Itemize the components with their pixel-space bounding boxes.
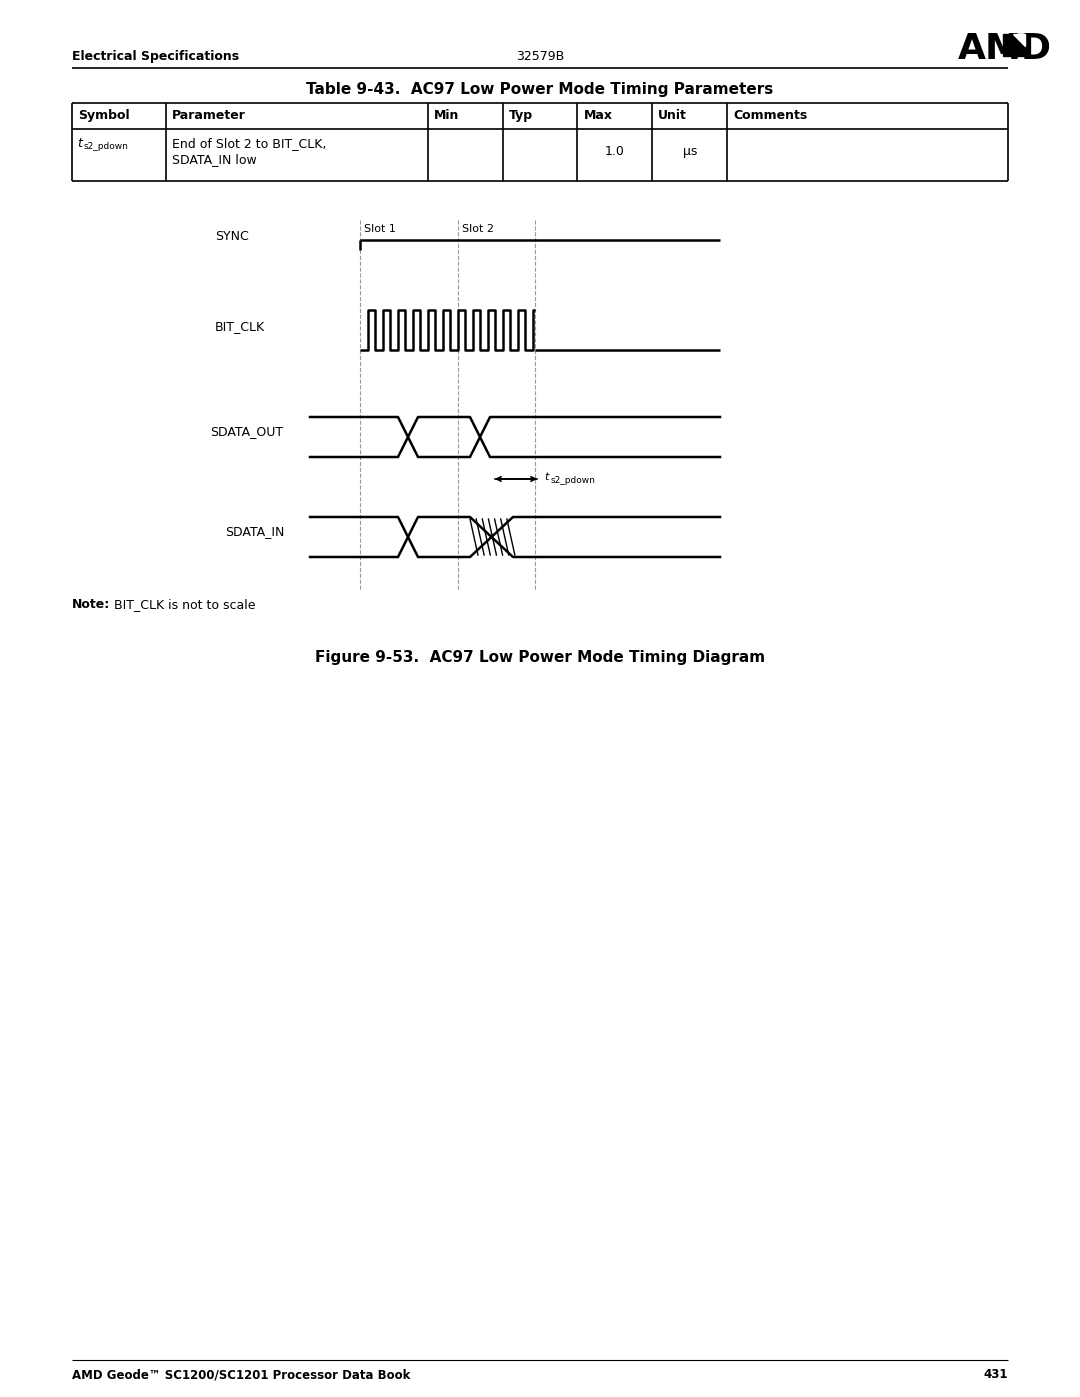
Polygon shape xyxy=(1013,34,1025,46)
Text: Min: Min xyxy=(434,109,459,122)
Text: Unit: Unit xyxy=(659,109,687,122)
Text: t: t xyxy=(77,137,82,149)
Text: s2_pdown: s2_pdown xyxy=(84,142,129,151)
Text: BIT_CLK is not to scale: BIT_CLK is not to scale xyxy=(114,598,256,610)
Text: Symbol: Symbol xyxy=(78,109,130,122)
Text: Slot 1: Slot 1 xyxy=(364,224,396,235)
Text: t: t xyxy=(544,472,549,482)
Text: End of Slot 2 to BIT_CLK,: End of Slot 2 to BIT_CLK, xyxy=(172,137,326,149)
Text: Comments: Comments xyxy=(733,109,808,122)
Text: 1.0: 1.0 xyxy=(605,145,625,158)
Text: SDATA_IN: SDATA_IN xyxy=(225,525,284,538)
Text: Typ: Typ xyxy=(509,109,532,122)
Text: SDATA_IN low: SDATA_IN low xyxy=(172,154,256,166)
Text: 431: 431 xyxy=(984,1368,1008,1382)
Text: AMD: AMD xyxy=(958,32,1052,66)
Text: Electrical Specifications: Electrical Specifications xyxy=(72,50,239,63)
Text: Table 9-43.  AC97 Low Power Mode Timing Parameters: Table 9-43. AC97 Low Power Mode Timing P… xyxy=(307,82,773,96)
Text: AMD Geode™ SC1200/SC1201 Processor Data Book: AMD Geode™ SC1200/SC1201 Processor Data … xyxy=(72,1368,410,1382)
Text: Slot 2: Slot 2 xyxy=(462,224,494,235)
Text: SYNC: SYNC xyxy=(215,231,248,243)
Text: BIT_CLK: BIT_CLK xyxy=(215,320,265,332)
Text: s2_pdown: s2_pdown xyxy=(551,476,596,485)
Text: 32579B: 32579B xyxy=(516,50,564,63)
Text: Parameter: Parameter xyxy=(172,109,245,122)
Text: Note:: Note: xyxy=(72,598,110,610)
Text: SDATA_OUT: SDATA_OUT xyxy=(210,425,283,439)
Bar xyxy=(1003,34,1025,56)
Text: Figure 9-53.  AC97 Low Power Mode Timing Diagram: Figure 9-53. AC97 Low Power Mode Timing … xyxy=(315,650,765,665)
Text: Max: Max xyxy=(583,109,612,122)
Text: μs: μs xyxy=(683,145,697,158)
